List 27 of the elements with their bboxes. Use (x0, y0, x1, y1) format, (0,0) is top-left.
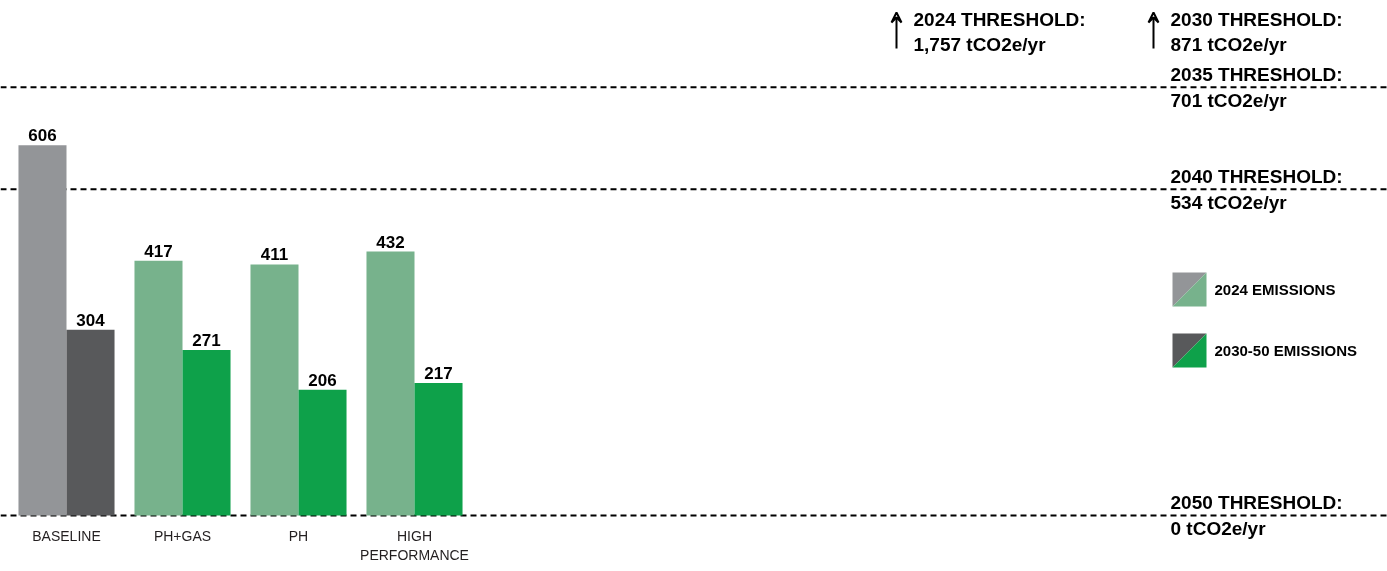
data-label: 411 (260, 245, 289, 265)
data-label: 271 (192, 330, 221, 350)
data-label: 304 (76, 310, 106, 330)
data-label: 206 (308, 370, 337, 390)
legend-label: 2024 EMISSIONS (1214, 281, 1336, 298)
data-label: 217 (424, 363, 453, 383)
data-label: 606 (28, 126, 57, 146)
ref-line-label: 2050 THRESHOLD: 0 tCO2e/yr (1170, 491, 1343, 540)
bar (298, 389, 347, 516)
bar (366, 251, 415, 516)
x-tick-label: PH (288, 527, 309, 544)
data-label: 417 (144, 241, 173, 261)
x-tick-label: PH+GAS (153, 527, 212, 544)
x-tick-label: BASELINE (32, 527, 101, 544)
bar (66, 329, 115, 516)
legend-label: 2030-50 EMISSIONS (1214, 342, 1358, 359)
text: 2030 THRESHOLD: 871 tCO2e/yr (1170, 8, 1343, 55)
data-label: 432 (376, 232, 405, 252)
bar (250, 264, 299, 516)
bar (18, 145, 67, 516)
bar (182, 349, 231, 516)
ref-line-label: 2035 THRESHOLD: 701 tCO2e/yr (1170, 63, 1343, 111)
bar (414, 382, 463, 516)
text: 2024 THRESHOLD: 1,757 tCO2e/yr (913, 8, 1086, 55)
bar (134, 260, 183, 516)
x-tick-label: HIGH PERFORMANCE (360, 527, 469, 563)
ref-line-label: 2040 THRESHOLD: 534 tCO2e/yr (1170, 165, 1343, 213)
